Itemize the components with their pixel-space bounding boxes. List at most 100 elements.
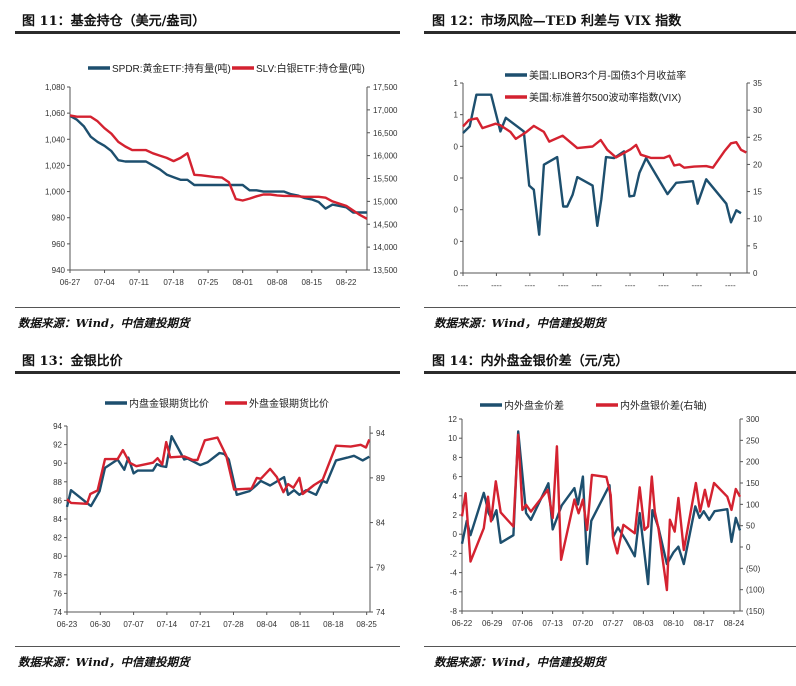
c2-right-tick-label: 25	[753, 133, 762, 142]
figure-14-source: 数据来源：Wind，中信建投期货	[434, 655, 606, 669]
c3-x-tick-label: 08-25	[356, 620, 377, 629]
c4-right-tick-label: 50	[746, 522, 755, 531]
c1-left-tick-label: 1,080	[45, 83, 66, 92]
c2-right-tick-label: 35	[753, 79, 762, 88]
c3-left-tick-label: 94	[53, 422, 62, 431]
c3-right-tick-label: 84	[376, 519, 385, 528]
c2-legend-label: 美国:LIBOR3个月-国债3个月收益率	[529, 69, 686, 82]
c4-x-tick-label: 08-03	[633, 619, 654, 628]
c4-series-left-line	[460, 430, 742, 586]
c1-right-tick-label: 14,000	[373, 243, 398, 252]
c2-series-right-line	[462, 117, 747, 169]
c3-left-tick-label: 86	[53, 496, 62, 505]
figure-13-title: 图 13：金银比价	[22, 354, 123, 369]
c3-legend-label: 外盘金银期货比价	[249, 397, 329, 410]
c2-x-tick-label: ----	[658, 281, 669, 290]
c4-series-right-line	[460, 433, 742, 592]
c2-x-tick-label: ----	[458, 281, 469, 290]
c2-x-tick-label: ----	[725, 281, 736, 290]
c3-left-tick-label: 78	[53, 571, 62, 580]
c1-legend-label: SLV:白银ETF:持仓量(吨)	[256, 62, 365, 75]
c1-left-tick-label: 960	[52, 240, 66, 249]
c4-x-tick-label: 06-29	[482, 619, 503, 628]
figure-14-title: 图 14：内外盘金银价差（元/克）	[432, 354, 629, 369]
figure-12-source: 数据来源：Wind，中信建投期货	[434, 316, 606, 330]
c3-series-left-line	[65, 435, 370, 508]
c1-x-tick-label: 06-27	[60, 278, 81, 287]
c2-right-tick-label: 15	[753, 188, 762, 197]
c1-x-tick-label: 08-01	[232, 278, 253, 287]
c2-right-tick-label: 5	[753, 242, 758, 251]
c3-left-tick-label: 76	[53, 589, 62, 598]
c1-right-tick-label: 17,500	[373, 83, 398, 92]
c4-right-tick-label: (50)	[746, 564, 761, 573]
c3-x-tick-label: 08-04	[257, 620, 278, 629]
c4-left-tick-label: -2	[450, 549, 458, 558]
c1-series-left-line	[69, 114, 367, 214]
c1-right-tick-label: 14,500	[373, 220, 398, 229]
c3-legend-label: 内盘金银期货比价	[129, 397, 209, 410]
c3-x-tick-label: 06-23	[57, 620, 78, 629]
c3-x-tick-label: 07-21	[190, 620, 211, 629]
c1-left-tick-label: 1,040	[45, 135, 66, 144]
c1-left-tick-label: 1,020	[45, 161, 66, 170]
c3-left-tick-label: 92	[53, 441, 62, 450]
c1-left-tick-label: 940	[52, 266, 66, 275]
c4-x-tick-label: 07-06	[512, 619, 533, 628]
c4-x-tick-label: 08-17	[694, 619, 715, 628]
c2-legend-label: 美国:标准普尔500波动率指数(VIX)	[529, 91, 681, 104]
c3-right-tick-label: 94	[376, 429, 385, 438]
c1-left-tick-label: 1,000	[45, 188, 66, 197]
c4-right-tick-label: (100)	[746, 586, 765, 595]
c3-right-tick-label: 74	[376, 608, 385, 617]
c2-x-tick-label: ----	[524, 281, 535, 290]
c3-left-tick-label: 74	[53, 608, 62, 617]
c1-x-tick-label: 08-22	[336, 278, 357, 287]
c4-x-tick-label: 08-24	[724, 619, 745, 628]
c4-x-tick-label: 06-22	[452, 619, 473, 628]
c4-left-tick-label: 12	[448, 415, 457, 424]
c2-series-left-line	[462, 93, 742, 236]
c4-right-tick-label: 200	[746, 458, 760, 467]
c2-left-tick-label: 0	[454, 142, 459, 151]
c4-left-tick-label: -6	[450, 588, 458, 597]
c4-right-tick-label: 250	[746, 436, 760, 445]
c1-right-tick-label: 15,000	[373, 197, 398, 206]
c4-left-tick-label: 4	[453, 492, 458, 501]
source-divider	[15, 646, 400, 647]
c1-right-tick-label: 16,500	[373, 129, 398, 138]
c4-x-tick-label: 08-10	[663, 619, 684, 628]
c1-x-tick-label: 07-18	[163, 278, 184, 287]
c2-x-tick-label: ----	[591, 281, 602, 290]
title-divider	[15, 371, 400, 374]
c3-x-tick-label: 08-18	[323, 620, 344, 629]
c4-left-tick-label: 6	[453, 473, 458, 482]
c3-left-tick-label: 88	[53, 478, 62, 487]
c1-right-tick-label: 16,000	[373, 152, 398, 161]
c3-x-tick-label: 08-11	[290, 620, 310, 629]
c2-x-tick-label: ----	[625, 281, 636, 290]
figure-11-title: 图 11：基金持仓（美元/盎司）	[22, 14, 206, 29]
c1-right-tick-label: 15,500	[373, 175, 398, 184]
c3-right-tick-label: 79	[376, 563, 385, 572]
c4-left-tick-label: 8	[453, 453, 458, 462]
c1-x-tick-label: 07-25	[198, 278, 219, 287]
c2-right-tick-label: 20	[753, 160, 762, 169]
source-divider	[424, 307, 796, 308]
c2-right-tick-label: 10	[753, 215, 762, 224]
c2-left-tick-label: 0	[454, 237, 459, 246]
c2-left-tick-label: 1	[454, 111, 459, 120]
c2-right-tick-label: 30	[753, 106, 762, 115]
c4-left-tick-label: 0	[453, 530, 458, 539]
c3-left-tick-label: 80	[53, 552, 62, 561]
c4-right-tick-label: (150)	[746, 607, 765, 616]
c4-right-tick-label: 300	[746, 415, 760, 424]
c4-left-tick-label: 10	[448, 434, 457, 443]
c3-x-tick-label: 06-30	[90, 620, 111, 629]
figure-12-title: 图 12：市场风险—TED 利差与 VIX 指数	[432, 14, 682, 29]
c3-left-tick-label: 90	[53, 459, 62, 468]
c3-x-tick-label: 07-07	[123, 620, 144, 629]
c2-left-tick-label: 0	[454, 269, 459, 278]
